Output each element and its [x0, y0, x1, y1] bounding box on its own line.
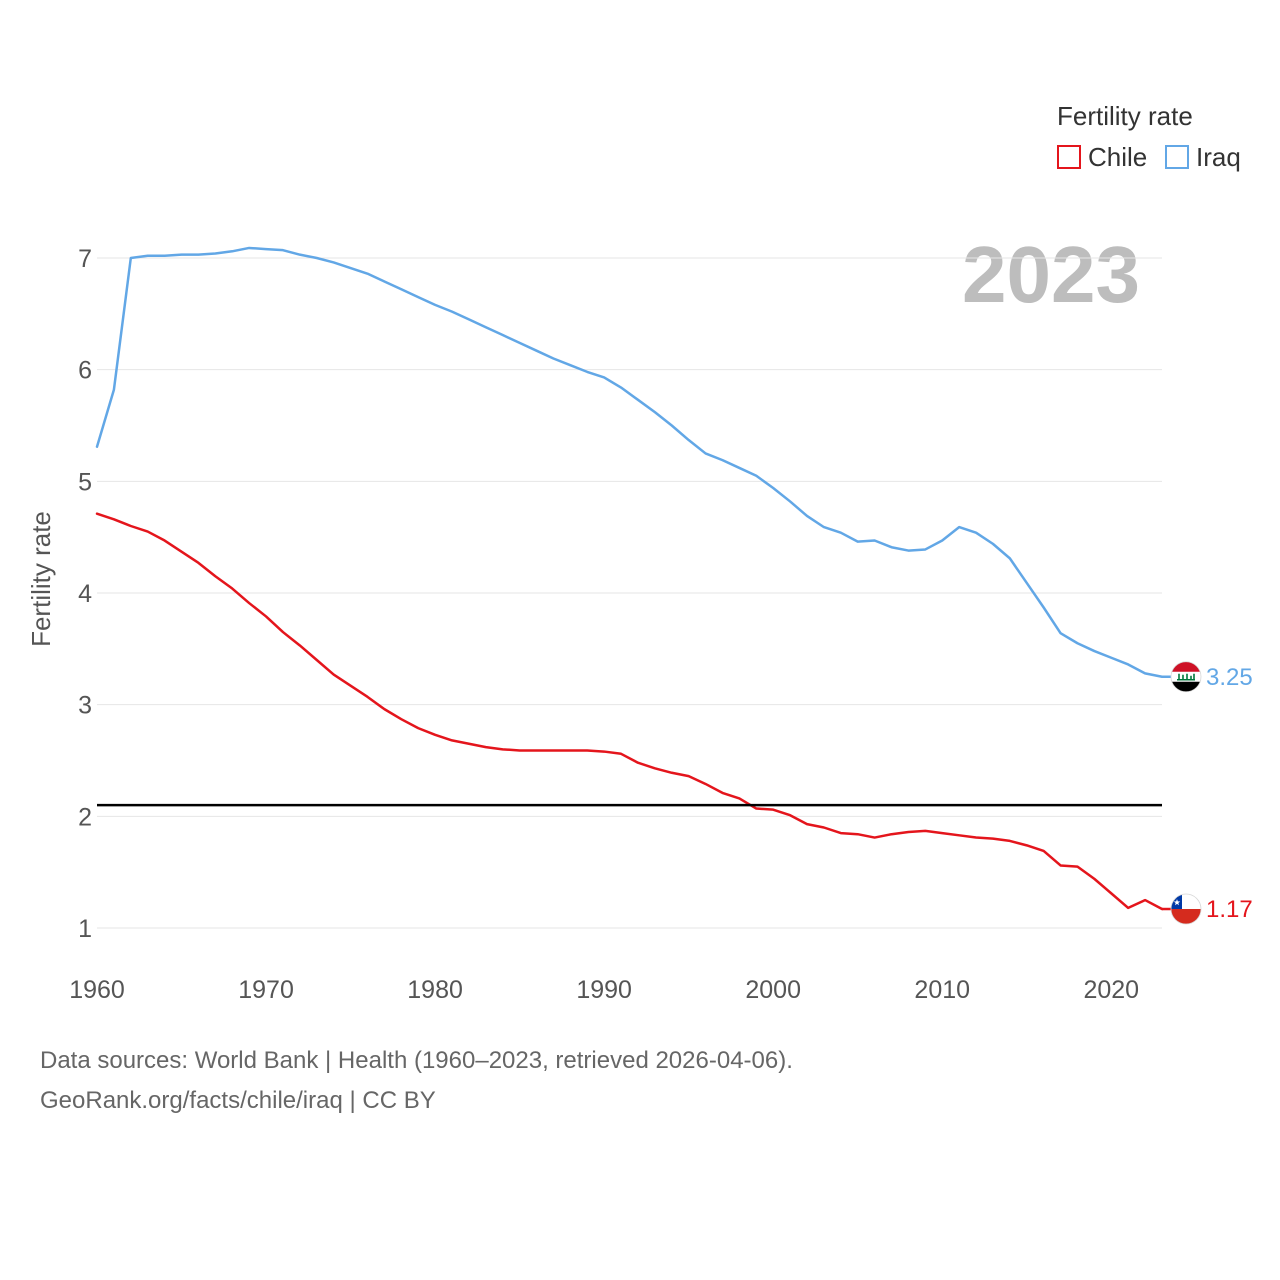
legend-label-iraq: Iraq [1196, 142, 1241, 172]
end-label-iraq: 3.25 [1206, 664, 1253, 691]
legend-item-iraq[interactable]: Iraq [1165, 142, 1241, 172]
legend-item-chile[interactable]: Chile [1057, 142, 1147, 172]
iraq-flag-icon [1170, 661, 1202, 693]
y-tick-label-5: 5 [78, 468, 92, 496]
y-tick-label-3: 3 [78, 692, 92, 720]
flag-outline [1170, 893, 1202, 925]
y-tick-label-6: 6 [78, 357, 92, 385]
flag-red-band [1171, 661, 1201, 672]
gridlines [97, 257, 1162, 929]
flag-red-half [1171, 909, 1201, 925]
flag-star [1173, 899, 1181, 906]
footer-credit: GeoRank.org/facts/chile/iraq | CC BY [40, 1087, 436, 1114]
series-lines [95, 246, 1164, 911]
x-tick-label-2020: 2020 [1083, 976, 1139, 1004]
legend-swatch-chile [1057, 145, 1081, 169]
chile-flag-icon [1170, 893, 1202, 925]
y-tick-label-2: 2 [78, 803, 92, 831]
legend-swatch-iraq [1165, 145, 1189, 169]
y-axis-ticks: 1 2 3 4 5 6 7 [78, 245, 92, 943]
x-tick-label-1980: 1980 [407, 976, 463, 1004]
x-tick-label-1960: 1960 [69, 976, 125, 1004]
legend: Fertility rate Chile Iraq [1057, 101, 1241, 172]
current-year-label: 2023 [962, 230, 1140, 319]
footer-source: Data sources: World Bank | Health (1960–… [40, 1047, 793, 1074]
x-tick-label-1990: 1990 [576, 976, 632, 1004]
flag-black-band [1171, 681, 1201, 692]
legend-label-chile: Chile [1088, 142, 1147, 172]
x-axis-ticks: 1960 1970 1980 1990 2000 2010 2020 [69, 976, 1139, 1004]
x-tick-label-1970: 1970 [238, 976, 294, 1004]
series-line-iraq [95, 246, 1164, 678]
flag-script-emblem [1177, 673, 1195, 681]
flag-outline [1170, 661, 1202, 693]
series-end-markers: 1.17 3.25 [1162, 661, 1253, 925]
x-tick-label-2010: 2010 [914, 976, 970, 1004]
y-tick-label-1: 1 [78, 915, 92, 943]
x-tick-label-2000: 2000 [745, 976, 801, 1004]
y-tick-label-7: 7 [78, 245, 92, 273]
end-label-chile: 1.17 [1206, 896, 1253, 923]
legend-title: Fertility rate [1057, 101, 1193, 131]
y-tick-label-4: 4 [78, 580, 92, 608]
y-axis-label: Fertility rate [26, 511, 56, 647]
series-line-chile [95, 512, 1164, 911]
